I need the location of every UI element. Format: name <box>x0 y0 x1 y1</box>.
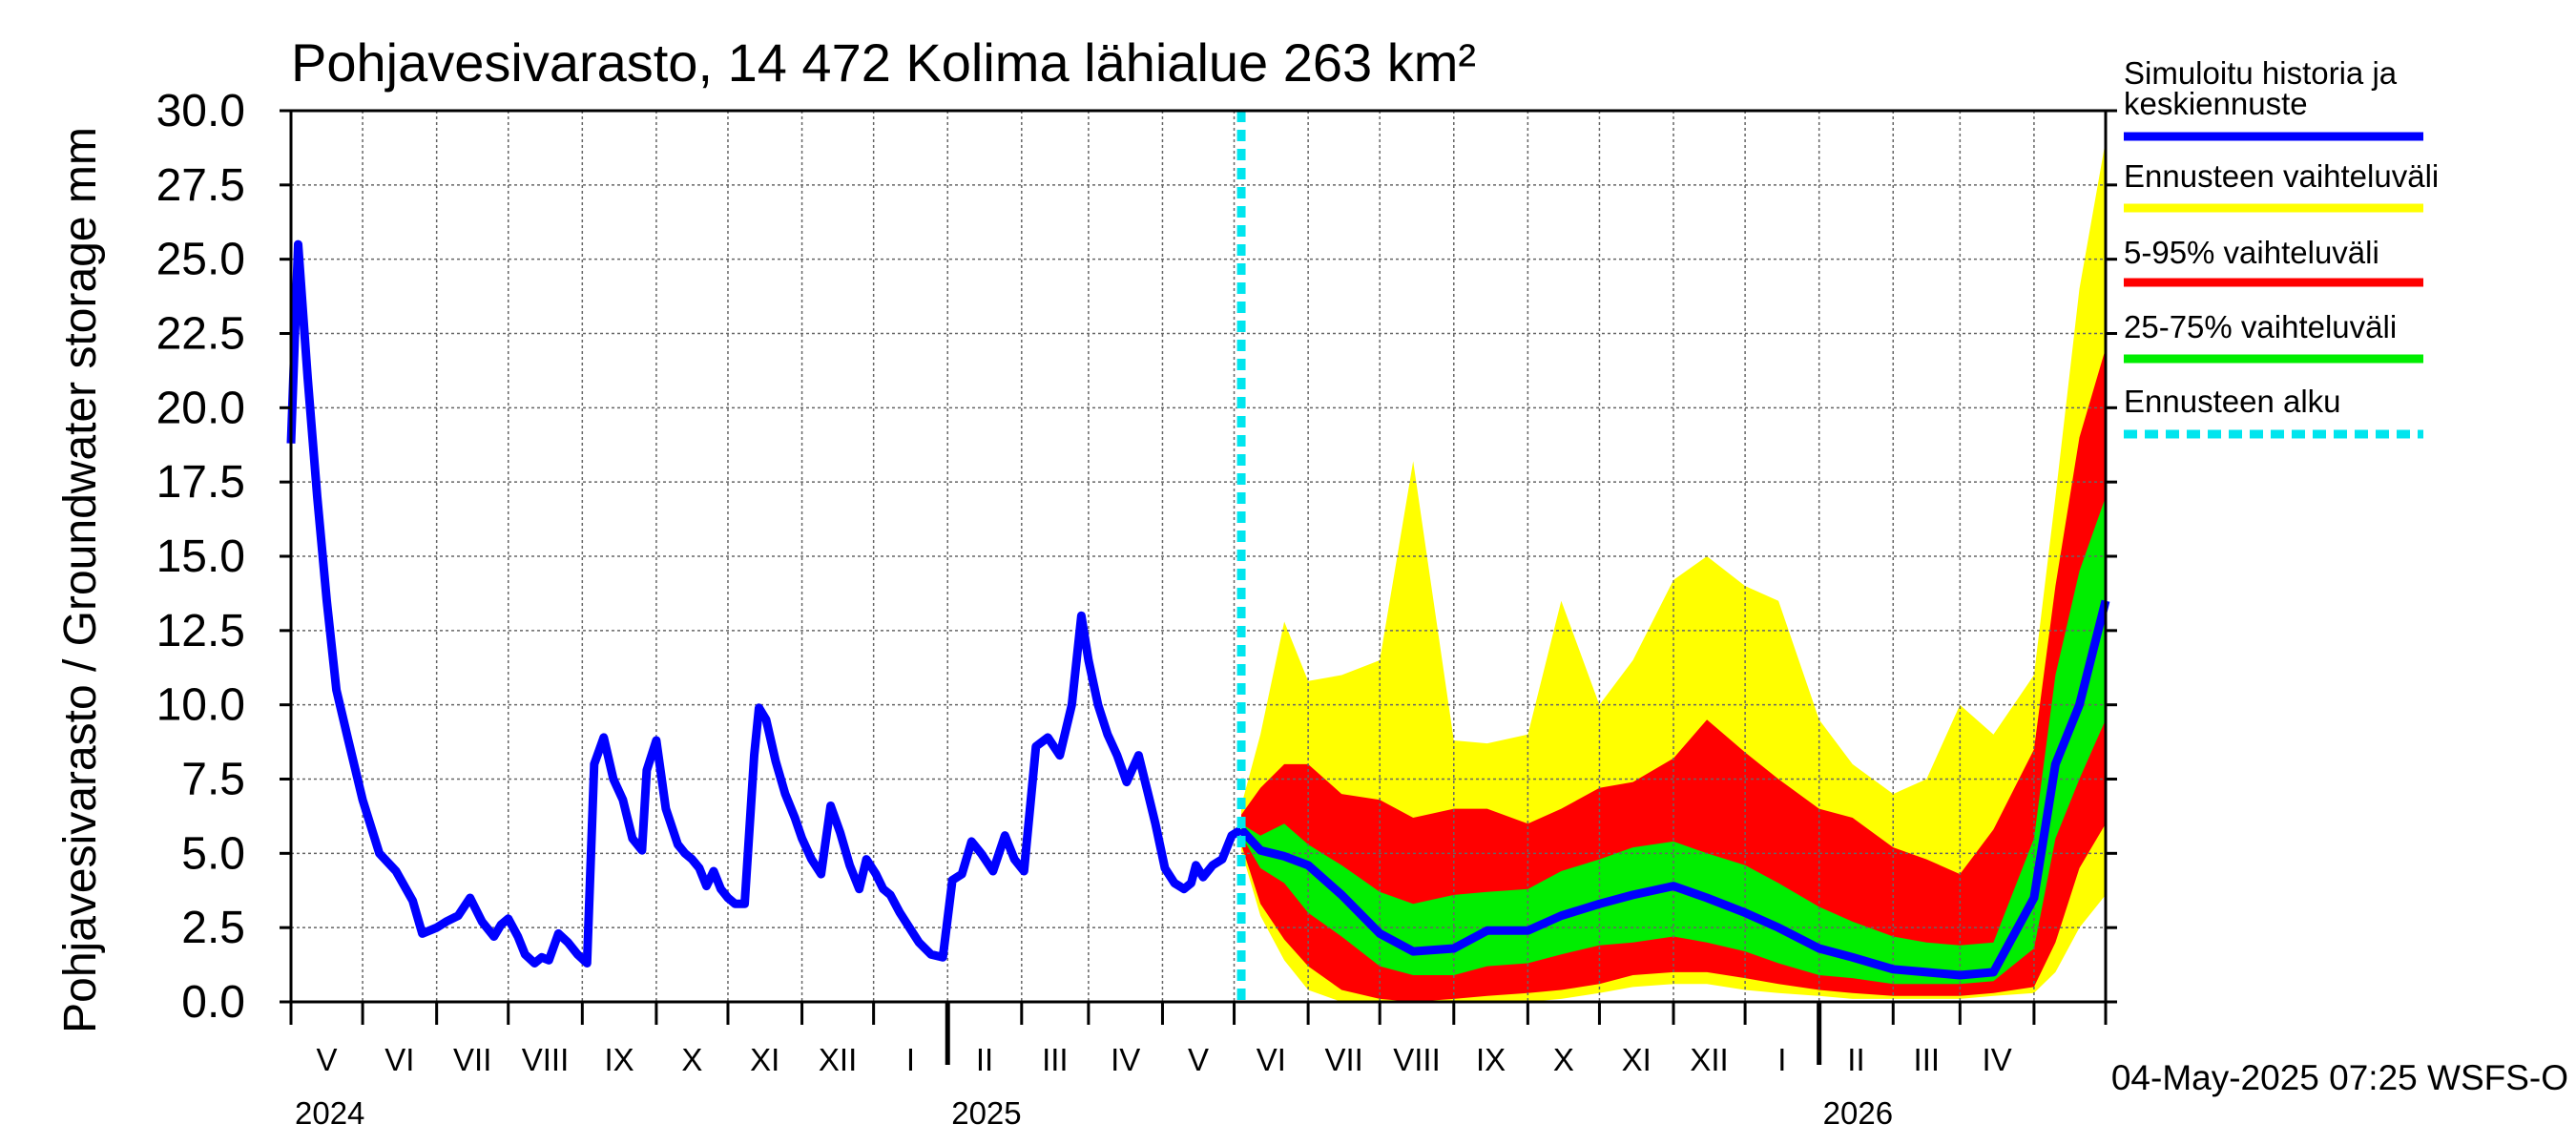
month-label: X <box>681 1042 702 1077</box>
y-tick-label: 25.0 <box>156 235 245 285</box>
month-label: IV <box>1983 1042 2012 1077</box>
legend-label: Ennusteen alku <box>2124 384 2341 419</box>
year-label: 2025 <box>951 1095 1021 1131</box>
month-label: II <box>976 1042 993 1077</box>
month-label: IX <box>605 1042 634 1077</box>
month-label: IV <box>1111 1042 1140 1077</box>
month-label: III <box>1042 1042 1069 1077</box>
month-label: I <box>1777 1042 1786 1077</box>
month-label: VI <box>1257 1042 1286 1077</box>
month-label: IX <box>1476 1042 1506 1077</box>
y-tick-label: 12.5 <box>156 606 245 656</box>
band-5-95 <box>1241 348 2106 1003</box>
month-label: XI <box>750 1042 779 1077</box>
legend-label: Ennusteen vaihteluväli <box>2124 158 2439 194</box>
legend-label-line: Simuloitu historia ja <box>2124 55 2398 91</box>
footer-timestamp: 04-May-2025 07:25 WSFS-O <box>2111 1058 2568 1097</box>
x-axis: V VI VII VIII IX X XI XII I II III IV V VI VII VIII IX X X… <box>289 1002 2108 1131</box>
grid-lines <box>291 111 2106 1002</box>
legend: Simuloitu historia ja keskiennuste Ennuste… <box>2124 55 2439 439</box>
y-axis-ticks: 0.0 2.5 5.0 7.5 10.0 12.5 15.0 17.5 20.0 22.5 25.0… <box>156 86 2117 1028</box>
legend-label: 5-95% vaihteluväli <box>2124 235 2379 270</box>
y-tick-label: 2.5 <box>181 903 245 953</box>
month-label: VIII <box>522 1042 570 1077</box>
month-label: VII <box>1324 1042 1362 1077</box>
y-tick-label: 30.0 <box>156 86 245 136</box>
band-full-range <box>1241 140 2106 1003</box>
month-label: XII <box>1690 1042 1728 1077</box>
year-label: 2026 <box>1823 1095 1893 1131</box>
y-tick-label: 5.0 <box>181 828 245 879</box>
series-layer <box>286 111 2110 1002</box>
month-label: V <box>1188 1042 1209 1077</box>
y-tick-label: 10.0 <box>156 680 245 731</box>
month-label: VIII <box>1393 1042 1441 1077</box>
month-label: VI <box>384 1042 414 1077</box>
y-tick-label: 20.0 <box>156 383 245 433</box>
year-label: 2024 <box>295 1095 364 1131</box>
y-tick-label: 17.5 <box>156 457 245 508</box>
chart-title: Pohjavesivarasto, 14 472 Kolima lähialue… <box>291 32 1476 93</box>
month-label: XI <box>1622 1042 1652 1077</box>
month-label: I <box>906 1042 915 1077</box>
month-label: XII <box>819 1042 857 1077</box>
month-label: VII <box>453 1042 491 1077</box>
month-label: V <box>317 1042 338 1077</box>
y-tick-label: 0.0 <box>181 977 245 1028</box>
month-label: X <box>1553 1042 1574 1077</box>
y-tick-label: 22.5 <box>156 309 245 360</box>
legend-label: Simuloitu historia ja keskiennuste <box>2124 55 2398 121</box>
y-axis-label: Pohjavesivarasto / Groundwater storage m… <box>55 127 106 1033</box>
month-label: II <box>1847 1042 1864 1077</box>
legend-label: 25-75% vaihteluväli <box>2124 309 2397 344</box>
y-tick-label: 15.0 <box>156 531 245 582</box>
legend-label-line: keskiennuste <box>2124 86 2308 121</box>
y-tick-label: 7.5 <box>181 755 245 805</box>
history-line <box>286 239 1244 968</box>
y-tick-label: 27.5 <box>156 160 245 211</box>
forecast-median-line <box>1237 599 2110 980</box>
month-label: III <box>1914 1042 1941 1077</box>
